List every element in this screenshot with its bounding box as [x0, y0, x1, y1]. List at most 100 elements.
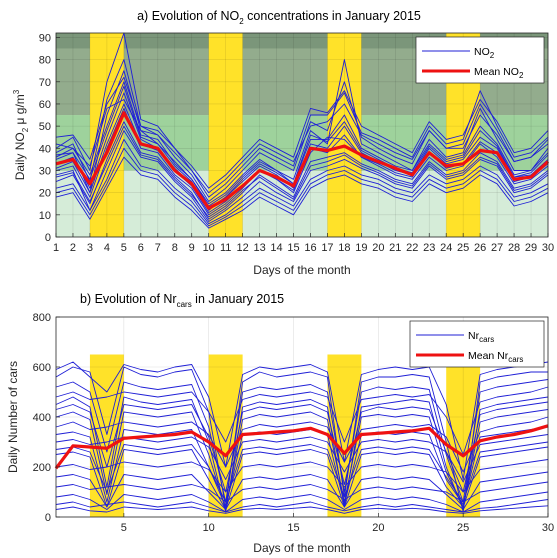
chart-a-title-main: Evolution of NO [152, 9, 240, 23]
chart-b-station-line-1 [55, 379, 549, 503]
chart-b-legend: Nrcars Mean Nrcars [409, 320, 545, 368]
chart-a-weekend-bar-1 [208, 33, 243, 237]
chart-a-y-label-sup: 3 [12, 89, 21, 94]
chart-b-y-tick-label-1: 200 [33, 462, 51, 474]
chart-a-x-tick-label-15: 16 [304, 242, 316, 254]
chart-a-y-tick-label-0: 0 [45, 232, 51, 244]
chart-b-x-tick-label-4: 25 [457, 522, 469, 534]
chart-a-x-tick-label-25: 26 [474, 242, 486, 254]
chart-b-title-suffix: in January 2015 [192, 292, 284, 306]
chart-a-station-line-5 [55, 59, 549, 202]
chart-b-x-ticks: 5 10 15 20 25 30 [121, 513, 554, 534]
chart-a-legend-label-mean-sub: 2 [519, 71, 524, 80]
chart-b: b) Evolution of Nrcars in January 2015 5… [6, 292, 554, 555]
chart-a-title-suffix: concentrations in January 2015 [244, 9, 421, 23]
chart-a-station-line-15 [55, 76, 549, 189]
chart-a-x-tick-label-21: 22 [406, 242, 418, 254]
chart-a-x-tick-label-18: 19 [355, 242, 367, 254]
chart-a-y-tick-label-5: 50 [39, 121, 51, 133]
chart-b-title-prefix: b) [80, 292, 95, 306]
chart-b-y-ticks: 0 200 400 600 800 [33, 312, 60, 524]
chart-a-legend-label-stations-main: NO [474, 46, 490, 58]
chart-a-legend-box [415, 36, 545, 84]
chart-b-mean [54, 424, 549, 470]
chart-a-series [55, 32, 549, 229]
chart-a-x-tick-label-10: 11 [220, 242, 231, 254]
chart-b-legend-label-stations-sub: cars [479, 335, 494, 344]
chart-a-y-tick-label-9: 90 [39, 32, 51, 44]
chart-a-y-tick-label-1: 10 [39, 210, 51, 222]
chart-b-station-line-10 [55, 471, 549, 510]
chart-a-station-line-9 [55, 147, 549, 227]
chart-a-x-tick-label-4: 5 [121, 242, 127, 254]
chart-a-x-tick-label-5: 6 [138, 242, 144, 254]
chart-a-x-tick-label-23: 24 [440, 242, 452, 254]
chart-a-x-ticks: 1 2 3 4 5 6 7 8 9 10 11 12 13 14 15 16 17 18 19 20 21 22 23 24 2… [53, 233, 554, 254]
chart-a-x-tick-label-2: 3 [87, 242, 93, 254]
chart-a-x-tick-label-22: 23 [423, 242, 435, 254]
chart-b-series [55, 361, 549, 514]
chart-b-y-tick-label-4: 800 [33, 312, 51, 324]
chart-b-station-line-15 [55, 401, 549, 493]
chart-a: a) Evolution of NO2 concentrations in Ja… [12, 9, 554, 277]
chart-a-x-tick-label-7: 8 [172, 242, 178, 254]
chart-a-frame [55, 32, 549, 238]
chart-a-x-tick-label-26: 27 [491, 242, 503, 254]
chart-a-legend-label-stations: NO2 [474, 46, 495, 60]
chart-a-x-tick-label-28: 29 [525, 242, 537, 254]
chart-b-legend-label-stations: Nrcars [468, 330, 494, 344]
chart-b-mean-line [54, 424, 549, 470]
chart-a-station-line-6 [55, 138, 549, 225]
chart-b-y-tick-label-2: 400 [33, 412, 51, 424]
chart-a-y-tick-label-8: 80 [39, 55, 51, 67]
chart-a-y-ticks: 0 10 20 30 40 50 60 70 80 90 [39, 32, 60, 244]
chart-b-legend-label-mean: Mean Nrcars [468, 350, 523, 364]
chart-a-x-label: Days of the month [253, 263, 350, 277]
chart-a-x-tick-label-12: 13 [253, 242, 265, 254]
chart-b-legend-box [409, 320, 545, 368]
chart-a-x-tick-label-20: 21 [389, 242, 401, 254]
chart-a-y-label-unit: μ g/m [13, 94, 27, 128]
chart-a-legend-label-stations-sub: 2 [490, 51, 495, 60]
chart-a-x-tick-label-17: 18 [338, 242, 350, 254]
chart-b-y-label: Daily Number of cars [6, 361, 20, 473]
chart-a-x-tick-label-8: 9 [189, 242, 195, 254]
chart-b-x-tick-label-1: 10 [203, 522, 215, 534]
chart-a-y-label: Daily NO2 μ g/m3 [12, 89, 30, 180]
chart-a-station-line-4 [55, 121, 549, 220]
chart-b-station-line-11 [55, 481, 549, 503]
chart-a-station-line-0 [55, 32, 549, 198]
chart-a-x-tick-label-24: 25 [457, 242, 469, 254]
chart-a-title-prefix: a) [137, 9, 152, 23]
chart-a-x-tick-label-6: 7 [155, 242, 161, 254]
chart-a-legend: NO2 Mean NO2 [415, 36, 545, 84]
chart-b-station-line-5 [55, 416, 549, 473]
chart-a-x-tick-label-1: 2 [70, 242, 76, 254]
chart-a-x-tick-label-16: 17 [321, 242, 333, 254]
chart-b-title: b) Evolution of Nrcars in January 2015 [80, 292, 284, 309]
chart-b-x-label: Days of the month [253, 541, 350, 555]
chart-a-x-tick-label-11: 12 [236, 242, 248, 254]
chart-a-x-tick-label-9: 10 [203, 242, 215, 254]
chart-b-x-tick-label-2: 15 [287, 522, 299, 534]
chart-a-title: a) Evolution of NO2 concentrations in Ja… [137, 9, 421, 26]
chart-a-x-tick-label-19: 20 [372, 242, 384, 254]
chart-a-station-line-14 [55, 125, 549, 218]
chart-a-y-tick-label-4: 40 [39, 143, 51, 155]
chart-b-station-line-17 [55, 441, 549, 503]
chart-a-title-sub: 2 [239, 17, 244, 26]
chart-a-y-tick-label-2: 20 [39, 188, 51, 200]
chart-b-legend-label-mean-main: Mean Nr [468, 350, 509, 362]
chart-a-x-tick-label-14: 15 [287, 242, 299, 254]
chart-a-x-tick-label-29: 30 [542, 242, 554, 254]
chart-a-mean-line [55, 111, 550, 210]
chart-a-y-tick-label-3: 30 [39, 165, 51, 177]
chart-a-x-tick-label-3: 4 [104, 242, 110, 254]
chart-b-station-line-7 [55, 434, 549, 483]
chart-b-y-tick-label-0: 0 [45, 512, 51, 524]
chart-b-station-line-14 [55, 361, 549, 480]
chart-b-station-line-8 [55, 446, 549, 510]
chart-a-y-tick-label-6: 60 [39, 99, 51, 111]
chart-b-station-line-12 [55, 491, 549, 513]
